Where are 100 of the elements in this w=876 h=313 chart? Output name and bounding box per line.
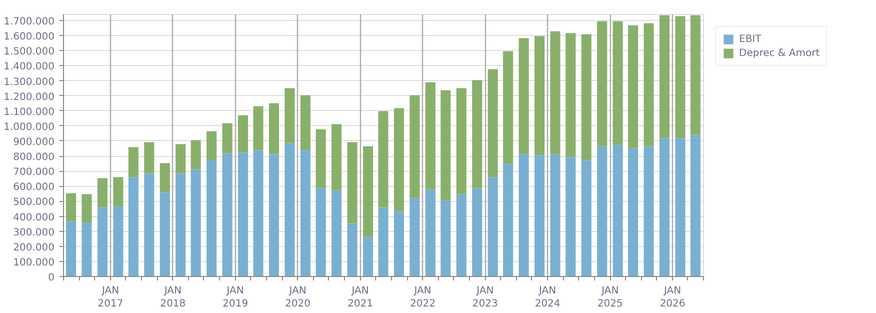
bar bbox=[284, 88, 295, 144]
bar bbox=[425, 189, 436, 276]
bar bbox=[690, 134, 700, 276]
bar bbox=[268, 103, 280, 154]
y-tick-label: 1.200.000 bbox=[4, 92, 55, 103]
bar bbox=[644, 23, 654, 146]
y-tick-label: 1.100.000 bbox=[4, 106, 55, 118]
bar bbox=[675, 16, 686, 138]
bar bbox=[566, 157, 576, 276]
y-tick-label: 1.600.000 bbox=[4, 32, 55, 43]
bar bbox=[440, 90, 451, 200]
bar bbox=[659, 138, 670, 276]
bar bbox=[675, 138, 686, 276]
bar bbox=[190, 169, 201, 276]
y-tick-label: 700.000 bbox=[13, 167, 55, 178]
bar bbox=[518, 38, 529, 154]
bar bbox=[472, 80, 482, 188]
bar bbox=[550, 154, 560, 276]
bar bbox=[378, 207, 388, 276]
bar bbox=[332, 190, 342, 276]
x-tick-label: JAN 2024 bbox=[534, 286, 560, 310]
x-tick-label: JAN 2026 bbox=[660, 286, 686, 310]
bar bbox=[362, 146, 374, 238]
bar bbox=[597, 146, 608, 276]
bar bbox=[206, 160, 217, 276]
bar bbox=[160, 163, 170, 192]
y-tick-label: 100.000 bbox=[13, 257, 55, 268]
bar bbox=[144, 173, 154, 276]
x-tick-label: JAN 2017 bbox=[98, 286, 124, 310]
bar bbox=[362, 237, 374, 276]
x-tick-label: JAN 2018 bbox=[160, 286, 186, 310]
bar bbox=[253, 150, 264, 276]
bar bbox=[456, 194, 466, 276]
y-tick-label: 200.000 bbox=[13, 242, 55, 254]
bar bbox=[550, 31, 560, 154]
bar bbox=[581, 34, 592, 160]
bar bbox=[253, 106, 264, 150]
y-tick-label: 1.400.000 bbox=[4, 62, 55, 73]
bar bbox=[566, 33, 576, 158]
bar bbox=[659, 15, 670, 138]
bar bbox=[394, 108, 404, 212]
y-tick-label: 1.000.000 bbox=[4, 122, 55, 133]
bar bbox=[222, 123, 232, 154]
bar bbox=[284, 143, 295, 276]
y-tick-label: 400.000 bbox=[13, 212, 55, 224]
bar bbox=[82, 222, 92, 276]
bar bbox=[66, 221, 76, 276]
y-tick-label: 1.300.000 bbox=[4, 76, 55, 88]
legend-label: Deprec & Amort bbox=[739, 48, 820, 58]
bar bbox=[456, 88, 466, 194]
bar bbox=[644, 146, 654, 276]
legend-label: EBIT bbox=[739, 34, 762, 44]
bar bbox=[176, 144, 186, 174]
bar bbox=[113, 177, 124, 206]
bar bbox=[347, 223, 358, 276]
bar bbox=[628, 148, 638, 276]
bar bbox=[238, 115, 248, 152]
x-tick-label: JAN 2025 bbox=[597, 286, 623, 310]
y-tick-label: 1.500.000 bbox=[4, 46, 55, 58]
bar bbox=[503, 51, 514, 164]
bar bbox=[690, 15, 700, 135]
bar bbox=[410, 95, 420, 198]
bar bbox=[190, 140, 201, 170]
bar bbox=[518, 154, 529, 276]
bar bbox=[628, 25, 638, 148]
bar bbox=[534, 155, 545, 276]
bar bbox=[581, 160, 592, 276]
bar bbox=[410, 198, 420, 276]
bar bbox=[534, 36, 545, 156]
bar bbox=[316, 129, 326, 188]
bar bbox=[597, 21, 608, 146]
y-tick-label: 300.000 bbox=[13, 227, 55, 238]
bar bbox=[128, 177, 138, 276]
y-tick-label: 500.000 bbox=[13, 197, 55, 208]
y-tick-label: 800.000 bbox=[13, 152, 55, 164]
bar bbox=[394, 211, 404, 276]
x-tick-label: JAN 2023 bbox=[472, 286, 498, 310]
bar bbox=[97, 207, 108, 276]
bar bbox=[503, 164, 514, 276]
bar bbox=[612, 21, 623, 145]
bar bbox=[176, 173, 186, 276]
bar bbox=[300, 150, 310, 276]
bar bbox=[440, 200, 451, 276]
bar bbox=[612, 144, 623, 276]
bar bbox=[300, 95, 310, 150]
bar bbox=[347, 142, 358, 224]
bar bbox=[378, 111, 388, 208]
bar bbox=[222, 153, 232, 276]
bar bbox=[268, 154, 280, 276]
bar bbox=[332, 124, 342, 190]
x-tick-label: JAN 2020 bbox=[285, 286, 310, 310]
bar bbox=[206, 131, 217, 161]
bar bbox=[425, 82, 436, 190]
bar bbox=[82, 194, 92, 222]
bar bbox=[144, 142, 154, 174]
bar bbox=[97, 178, 108, 208]
bar bbox=[488, 177, 498, 276]
x-tick-label: JAN 2021 bbox=[348, 286, 374, 310]
bar bbox=[472, 188, 482, 276]
y-tick-label: 900.000 bbox=[13, 136, 55, 148]
